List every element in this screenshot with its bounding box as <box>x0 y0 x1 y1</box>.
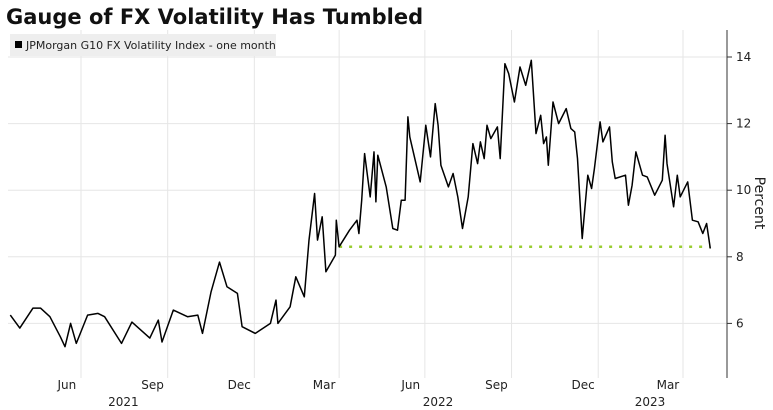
x-tick-label: Dec <box>572 378 595 392</box>
series-line <box>9 59 712 348</box>
x-tick-label: Jun <box>56 378 76 392</box>
x-tick-label: Mar <box>313 378 336 392</box>
x-tick-label: Sep <box>485 378 508 392</box>
year-label: 2021 <box>108 395 139 409</box>
x-tick-label: Dec <box>228 378 251 392</box>
y-tick-label: 14 <box>736 50 751 64</box>
year-label: 2023 <box>635 395 666 409</box>
year-label: 2022 <box>423 395 454 409</box>
legend-label: JPMorgan G10 FX Volatility Index - one m… <box>25 39 276 52</box>
x-tick-label: Jun <box>400 378 420 392</box>
gridlines <box>8 30 727 378</box>
y-tick-label: 6 <box>736 316 744 330</box>
y-ticks: 6 8 10 12 14 <box>727 50 751 330</box>
x-ticks: Jun Sep Dec Mar Jun Sep Dec Mar 2021 2022 2023 <box>56 378 679 409</box>
legend-swatch <box>15 41 22 48</box>
y-tick-label: 12 <box>736 117 751 131</box>
y-axis-label: Percent <box>751 177 767 230</box>
legend-box <box>10 34 276 56</box>
series-group <box>9 59 712 348</box>
chart-title: Gauge of FX Volatility Has Tumbled <box>6 5 423 29</box>
x-tick-label: Mar <box>657 378 680 392</box>
y-tick-label: 8 <box>736 250 744 264</box>
y-tick-label: 10 <box>736 183 751 197</box>
x-tick-label: Sep <box>141 378 164 392</box>
